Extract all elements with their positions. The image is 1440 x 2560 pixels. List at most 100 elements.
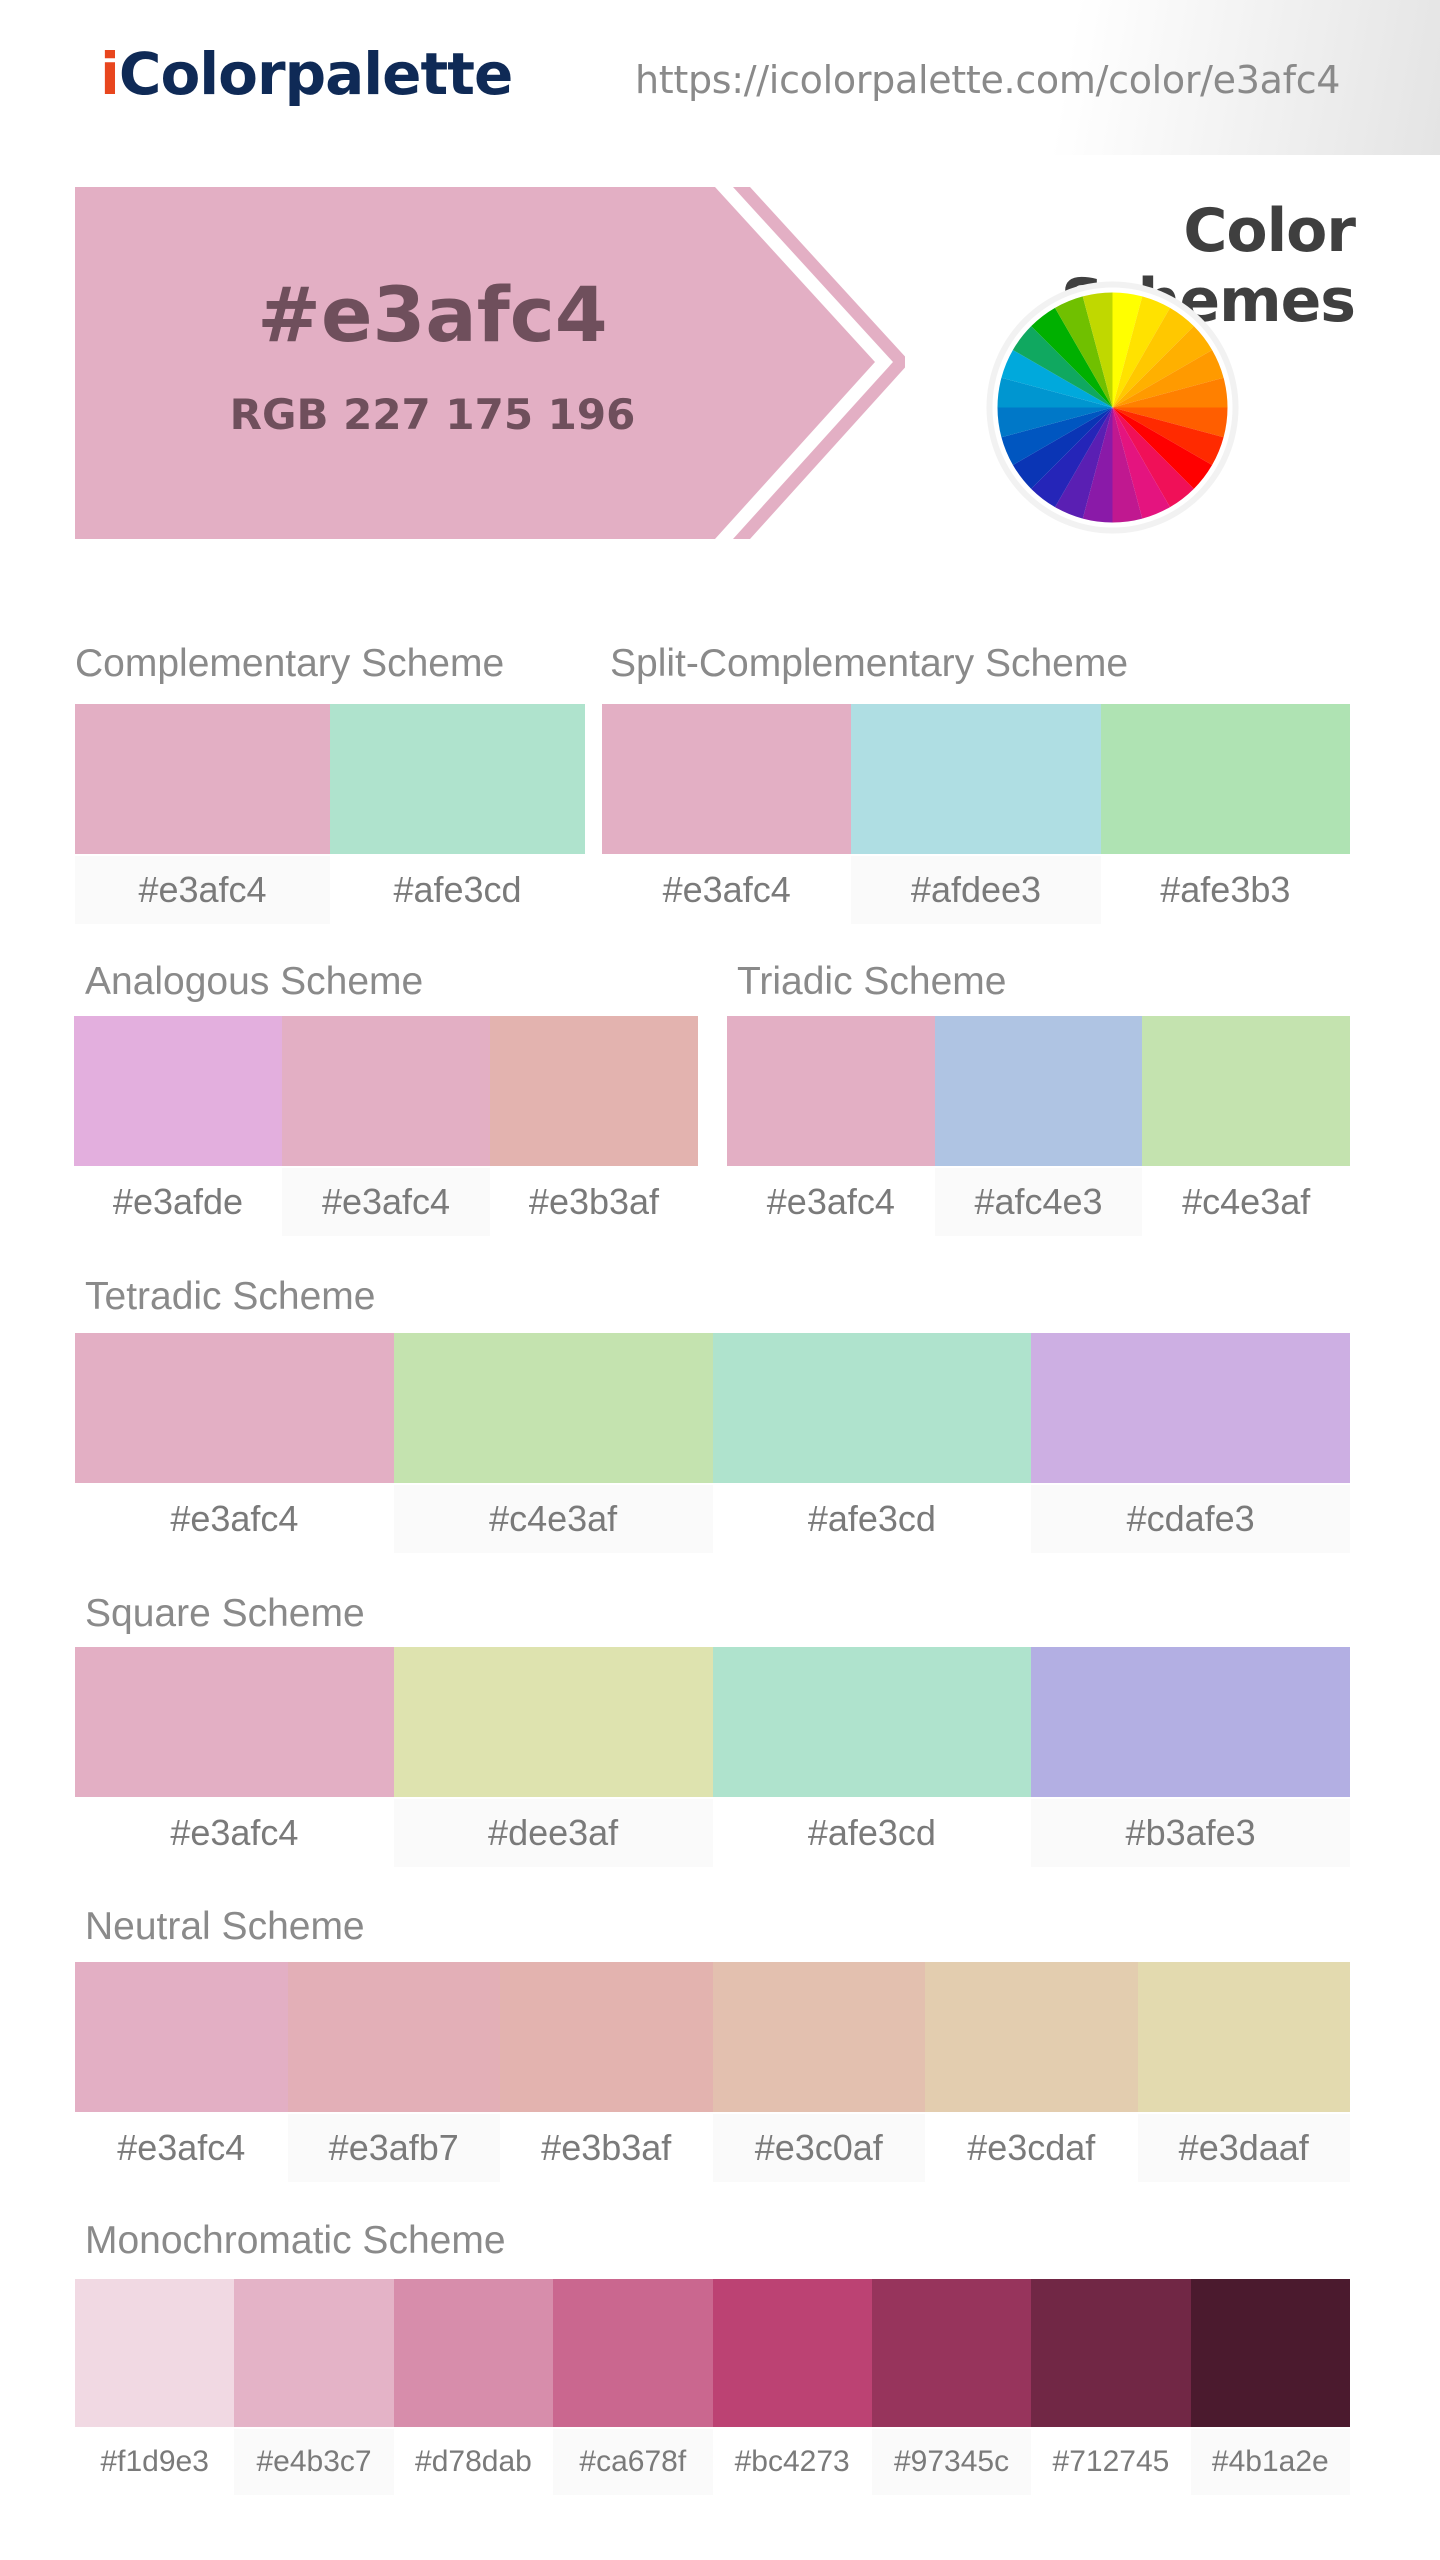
wheel-slice [1112, 296, 1170, 408]
color-swatch[interactable] [1031, 2279, 1191, 2427]
neutral-swatch-row [75, 1962, 1350, 2112]
wheel-slice [1112, 407, 1224, 465]
color-hex-label[interactable]: #afe3b3 [1160, 869, 1291, 910]
wheel-slice [1082, 292, 1113, 408]
analogous-label-row: #e3afde #e3afc4 #e3b3af [74, 1168, 698, 1236]
wheel-slice [1112, 407, 1194, 508]
color-hex-label[interactable]: #712745 [1052, 2445, 1170, 2478]
color-wheel-icon [986, 281, 1239, 534]
color-hex-label[interactable]: #dee3af [393, 1799, 713, 1867]
wheel-slice [1082, 407, 1113, 523]
color-swatch[interactable] [871, 2279, 1032, 2427]
color-hex-label[interactable]: #afe3cd [393, 869, 522, 910]
color-swatch[interactable] [74, 1016, 282, 1166]
hero-rgb-value: RGB 227 175 196 [229, 390, 636, 439]
color-swatch[interactable] [1100, 704, 1350, 854]
color-swatch[interactable] [602, 704, 852, 854]
tetradic-label-row: #e3afc4 #c4e3af #afe3cd #cdafe3 [75, 1485, 1350, 1553]
color-swatch[interactable] [925, 1962, 1138, 2112]
wheel-slice [1112, 407, 1213, 489]
color-hex-label[interactable]: #afe3cd [807, 1498, 936, 1539]
color-hex-label[interactable]: #b3afe3 [1031, 1799, 1350, 1867]
site-logo[interactable]: iColorpalette [100, 40, 513, 108]
color-swatch[interactable] [75, 1333, 394, 1483]
color-swatch[interactable] [727, 1016, 935, 1166]
color-hex-label[interactable]: #4b1a2e [1190, 2429, 1350, 2495]
color-swatch[interactable] [1190, 2279, 1350, 2427]
neutral-label-row: #e3afc4 #e3afb7 #e3b3af #e3c0af #e3cdaf #e3da… [75, 2114, 1350, 2182]
color-swatch[interactable] [1142, 1016, 1351, 1166]
wheel-slice [1112, 307, 1194, 408]
color-hex-label[interactable]: #e3daaf [1137, 2114, 1350, 2182]
color-hex-label[interactable]: #e3b3af [528, 1181, 660, 1222]
wheel-slice [1112, 292, 1143, 408]
color-hex-label[interactable]: #e3afc4 [75, 856, 330, 924]
color-swatch[interactable] [330, 704, 585, 854]
color-hex-label[interactable]: #e3afc4 [282, 1168, 490, 1236]
wheel-slice [1001, 407, 1113, 465]
color-hex-label[interactable]: #afdee3 [851, 856, 1101, 924]
color-swatch[interactable] [500, 1962, 713, 2112]
color-hex-label[interactable]: #e3b3af [541, 2127, 672, 2168]
color-swatch[interactable] [282, 1016, 490, 1166]
color-hex-label[interactable]: #c4e3af [393, 1485, 713, 1553]
tetradic-swatch-row [75, 1333, 1350, 1483]
color-hex-label[interactable]: #d78dab [415, 2445, 532, 2478]
color-hex-label[interactable]: #ca678f [553, 2429, 713, 2495]
color-hex-label[interactable]: #f1d9e3 [100, 2445, 209, 2478]
color-hex-label[interactable]: #e3afc4 [766, 1181, 895, 1222]
color-hex-label[interactable]: #e3afc4 [662, 869, 791, 910]
color-swatch[interactable] [75, 1647, 394, 1797]
color-swatch[interactable] [1031, 1647, 1350, 1797]
color-swatch[interactable] [553, 2279, 713, 2427]
color-swatch[interactable] [75, 1962, 288, 2112]
triadic-swatch-row [727, 1016, 1351, 1166]
hero-color-banner [75, 187, 905, 539]
color-hex-label[interactable]: #c4e3af [1182, 1181, 1311, 1222]
wheel-slice [1055, 296, 1113, 408]
color-swatch[interactable] [712, 2279, 872, 2427]
square-label-row: #e3afc4 #dee3af #afe3cd #b3afe3 [75, 1799, 1350, 1867]
color-hex-label[interactable]: #e3afc4 [170, 1812, 299, 1853]
color-swatch[interactable] [234, 2279, 394, 2427]
color-swatch[interactable] [75, 2279, 235, 2427]
wheel-slice [1112, 407, 1228, 438]
color-hex-label[interactable]: #e3afc4 [170, 1498, 299, 1539]
color-swatch[interactable] [934, 1016, 1143, 1166]
color-swatch[interactable] [393, 1647, 713, 1797]
wheel-slice [1031, 307, 1113, 408]
color-hex-label[interactable]: #97345c [871, 2429, 1032, 2495]
split-complementary-swatch-row [602, 704, 1350, 854]
color-hex-label[interactable]: #e3c0af [712, 2114, 925, 2182]
color-hex-label[interactable]: #bc4273 [734, 2445, 850, 2478]
complementary-label-row: #e3afc4 #afe3cd [75, 856, 585, 924]
color-swatch[interactable] [712, 1962, 925, 2112]
color-swatch[interactable] [1137, 1962, 1350, 2112]
color-hex-label[interactable]: #e3afc4 [117, 2127, 246, 2168]
wheel-slice [1055, 407, 1113, 519]
color-hex-label[interactable]: #e3afb7 [287, 2114, 500, 2182]
color-swatch[interactable] [393, 2279, 554, 2427]
color-hex-label[interactable]: #e3afde [112, 1181, 244, 1222]
color-swatch[interactable] [712, 1647, 1032, 1797]
color-swatch[interactable] [393, 1333, 713, 1483]
color-hex-label[interactable]: #afe3cd [807, 1812, 936, 1853]
wheel-slice [997, 377, 1113, 408]
wheel-slice [1112, 407, 1170, 519]
color-hex-label[interactable]: #e4b3c7 [234, 2429, 394, 2495]
wheel-slice [1031, 407, 1113, 508]
wheel-slice [1112, 326, 1213, 408]
color-swatch[interactable] [75, 704, 330, 854]
color-swatch[interactable] [712, 1333, 1032, 1483]
color-swatch[interactable] [287, 1962, 500, 2112]
color-hex-label[interactable]: #e3cdaf [967, 2127, 1096, 2168]
color-swatch[interactable] [490, 1016, 698, 1166]
color-swatch[interactable] [1031, 1333, 1350, 1483]
color-hex-label[interactable]: #cdafe3 [1031, 1485, 1350, 1553]
split-complementary-label-row: #e3afc4 #afdee3 #afe3b3 [602, 856, 1350, 924]
wheel-slice [1112, 377, 1228, 408]
color-hex-label[interactable]: #afc4e3 [934, 1168, 1143, 1236]
header-background [600, 0, 1440, 155]
color-swatch[interactable] [851, 704, 1101, 854]
monochromatic-scheme-title: Monochromatic Scheme [85, 2219, 506, 2262]
